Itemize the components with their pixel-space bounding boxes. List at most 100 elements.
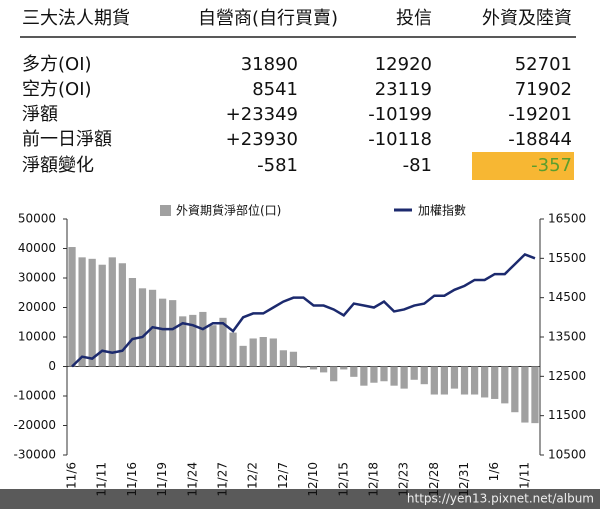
table-cell: 淨額 (22, 104, 58, 125)
table-cell: 8541 (252, 79, 298, 100)
table-cell: -581 (257, 155, 298, 176)
bar (108, 257, 116, 367)
table-cell: 淨額變化 (22, 155, 94, 176)
y-tick-label: -20000 (13, 418, 56, 432)
bar (239, 345, 247, 367)
bar (229, 332, 237, 367)
bar (400, 366, 408, 389)
x-tick-label: 12/31 (457, 462, 471, 497)
table-cell: 52701 (515, 54, 572, 75)
x-tick-label: 1/6 (487, 462, 501, 481)
y-tick-label: -10000 (13, 389, 56, 403)
bar (440, 366, 449, 395)
table-cell: -357 (531, 155, 572, 176)
table-cell: 23119 (375, 79, 432, 100)
bar (78, 257, 86, 367)
bar (219, 317, 227, 367)
legend-swatch (160, 205, 171, 216)
bar (118, 263, 126, 367)
bar (289, 351, 298, 367)
y-tick-label: 40000 (18, 241, 56, 255)
bar (481, 366, 489, 398)
y2-tick-label: 10500 (548, 448, 586, 462)
y-tick-label: 30000 (18, 271, 56, 285)
bar (460, 366, 469, 395)
line (71, 252, 536, 368)
table-cell: -19201 (508, 104, 572, 125)
x-tick-label: 12/2 (246, 462, 260, 489)
bar (531, 366, 539, 424)
y-tick-label: 10000 (18, 330, 56, 344)
bar (511, 366, 519, 413)
table-cell: 空方(OI) (22, 79, 92, 100)
x-tick-label: 11/24 (185, 462, 199, 497)
highlight-cell (472, 152, 574, 180)
bar (88, 258, 96, 367)
y-tick-label: 50000 (18, 212, 56, 226)
x-tick-label: 11/6 (65, 462, 79, 489)
bar (491, 366, 499, 399)
y-tick-label: 0 (48, 359, 56, 373)
bar (138, 288, 147, 367)
y2-tick-label: 16500 (548, 212, 586, 226)
bar (249, 338, 257, 367)
bar (309, 366, 318, 370)
watermark: https://yen13.pixnet.net/album (407, 492, 594, 506)
bar (430, 366, 438, 395)
y2-tick-label: 13500 (548, 330, 586, 344)
bar (259, 337, 267, 367)
bar (330, 366, 338, 382)
bar (380, 366, 388, 382)
table-cell: -10118 (368, 129, 432, 150)
table-cell: -18844 (508, 129, 572, 150)
bar (420, 366, 428, 385)
x-tick-label: 11/16 (125, 462, 139, 497)
x-tick-label: 11/19 (155, 462, 169, 497)
bar (390, 366, 398, 386)
bar (189, 314, 197, 367)
bar (470, 366, 479, 395)
header-cell: 三大法人期貨 (22, 8, 130, 29)
table-cell: 71902 (515, 79, 572, 100)
table-cell: 31890 (241, 54, 298, 75)
bar (209, 325, 217, 367)
x-tick-label: 12/15 (336, 462, 350, 497)
x-tick-label: 11/27 (215, 462, 229, 497)
y2-tick-label: 11500 (548, 408, 586, 422)
bar (169, 300, 177, 367)
table-cell: 多方(OI) (22, 54, 92, 75)
bar (521, 366, 529, 423)
table-cell: 12920 (375, 54, 432, 75)
bar (68, 247, 76, 367)
x-tick-label: 12/23 (397, 462, 411, 497)
bar (340, 366, 348, 370)
header-cell: 投信 (396, 8, 432, 29)
bar (299, 366, 308, 368)
x-tick-label: 11/11 (95, 462, 109, 497)
y2-tick-label: 12500 (548, 369, 586, 383)
bar (350, 366, 358, 377)
bar (370, 366, 378, 383)
x-tick-label: 12/18 (366, 462, 380, 497)
y-tick-label: 20000 (18, 300, 56, 314)
bar (279, 350, 287, 367)
bar (128, 278, 137, 367)
table-cell: 前一日淨額 (22, 129, 112, 150)
bar (501, 366, 509, 404)
bar (199, 311, 207, 367)
bar (450, 366, 459, 389)
header-cell: 外資及陸資 (482, 8, 572, 29)
x-tick-label: 12/7 (276, 462, 290, 489)
y-tick-label: -30000 (13, 448, 56, 462)
y2-tick-label: 15500 (548, 251, 586, 265)
footer-strip (0, 489, 600, 509)
table-cell: -10199 (368, 104, 432, 125)
y2-tick-label: 14500 (548, 290, 586, 304)
table-cell: +23930 (226, 129, 298, 150)
x-tick-label: 12/28 (427, 462, 441, 497)
bar (269, 338, 277, 367)
bar (320, 366, 328, 373)
bar (360, 366, 368, 386)
table-cell: +23349 (226, 104, 298, 125)
